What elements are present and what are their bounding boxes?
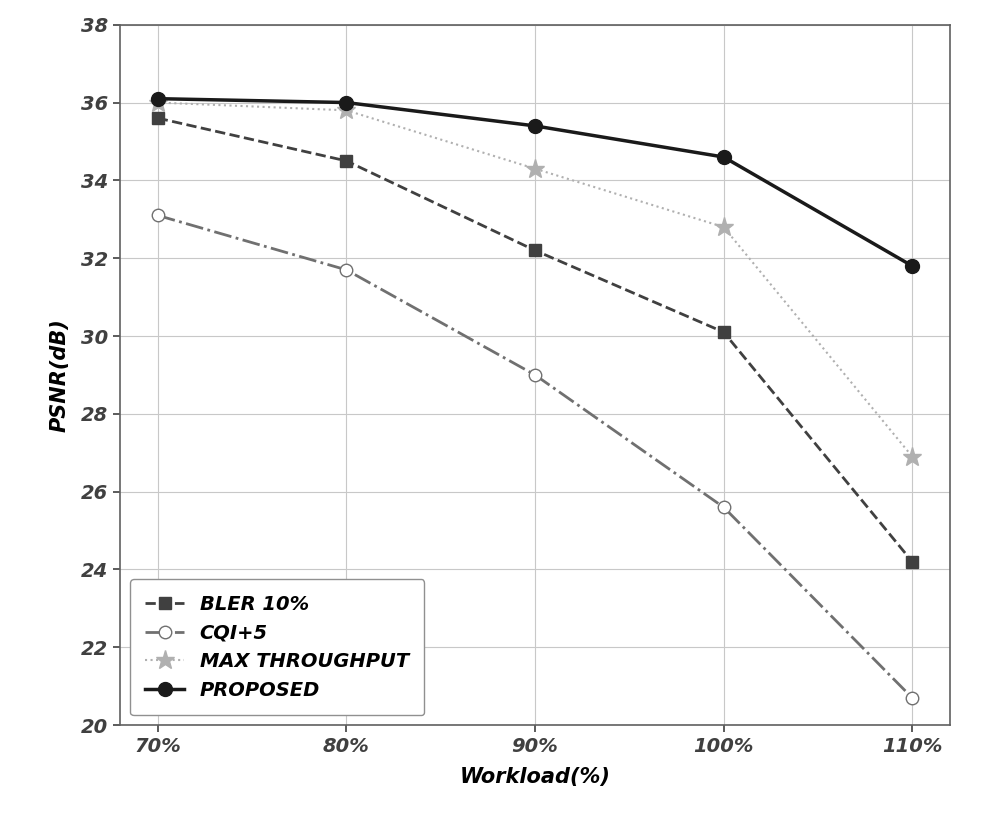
CQI+5 <box>152 210 164 220</box>
MAX THROUGHPUT <box>718 222 730 232</box>
Y-axis label: PSNR(dB): PSNR(dB) <box>50 318 70 432</box>
CQI+5 <box>529 370 541 380</box>
PROPOSED <box>906 261 918 271</box>
Legend: BLER 10%, CQI+5, MAX THROUGHPUT, PROPOSED: BLER 10%, CQI+5, MAX THROUGHPUT, PROPOSE… <box>130 579 424 715</box>
MAX THROUGHPUT <box>529 164 541 174</box>
BLER 10% <box>340 156 352 166</box>
X-axis label: Workload(%): Workload(%) <box>460 767 610 787</box>
MAX THROUGHPUT <box>152 97 164 107</box>
MAX THROUGHPUT <box>340 105 352 115</box>
MAX THROUGHPUT <box>906 452 918 461</box>
CQI+5 <box>718 503 730 513</box>
Line: PROPOSED: PROPOSED <box>151 91 919 273</box>
PROPOSED <box>152 94 164 104</box>
Line: MAX THROUGHPUT: MAX THROUGHPUT <box>148 93 922 466</box>
CQI+5 <box>340 265 352 275</box>
PROPOSED <box>529 121 541 131</box>
PROPOSED <box>340 97 352 107</box>
CQI+5 <box>906 693 918 703</box>
BLER 10% <box>529 246 541 255</box>
BLER 10% <box>152 113 164 123</box>
PROPOSED <box>718 152 730 162</box>
Line: CQI+5: CQI+5 <box>151 209 919 705</box>
BLER 10% <box>906 557 918 567</box>
Line: BLER 10%: BLER 10% <box>151 112 919 568</box>
BLER 10% <box>718 327 730 337</box>
